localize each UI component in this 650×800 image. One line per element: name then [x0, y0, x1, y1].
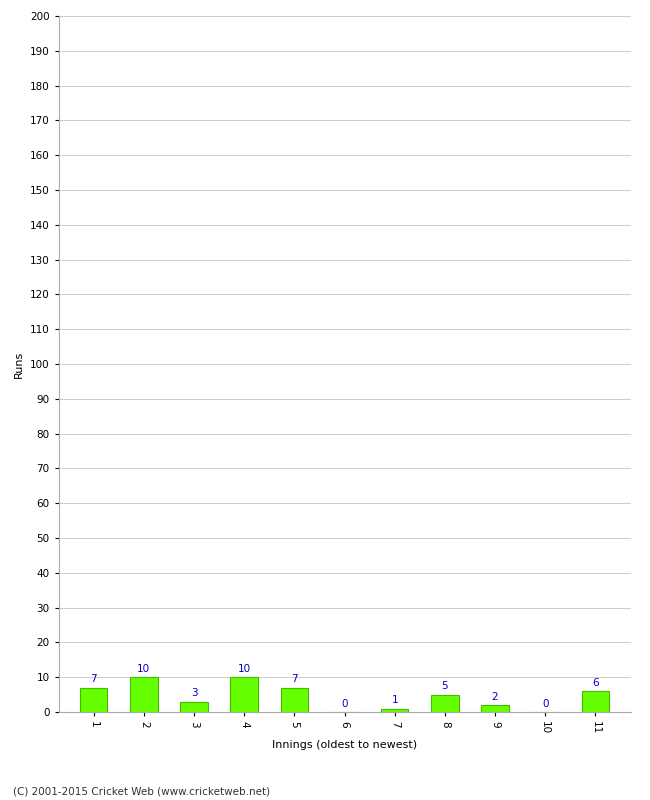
Text: 2: 2: [491, 691, 499, 702]
Bar: [230, 677, 258, 712]
Bar: [381, 709, 408, 712]
Text: 10: 10: [238, 664, 251, 674]
Bar: [481, 705, 509, 712]
X-axis label: Innings (oldest to newest): Innings (oldest to newest): [272, 740, 417, 750]
Text: (C) 2001-2015 Cricket Web (www.cricketweb.net): (C) 2001-2015 Cricket Web (www.cricketwe…: [13, 786, 270, 796]
Bar: [582, 691, 609, 712]
Text: 7: 7: [90, 674, 97, 684]
Y-axis label: Runs: Runs: [14, 350, 24, 378]
Text: 1: 1: [391, 695, 398, 705]
Bar: [431, 694, 459, 712]
Bar: [80, 688, 107, 712]
Text: 10: 10: [137, 664, 150, 674]
Text: 0: 0: [542, 698, 549, 709]
Bar: [281, 688, 308, 712]
Text: 6: 6: [592, 678, 599, 688]
Text: 3: 3: [190, 688, 198, 698]
Text: 7: 7: [291, 674, 298, 684]
Bar: [180, 702, 208, 712]
Text: 5: 5: [441, 681, 448, 691]
Bar: [130, 677, 157, 712]
Text: 0: 0: [341, 698, 348, 709]
